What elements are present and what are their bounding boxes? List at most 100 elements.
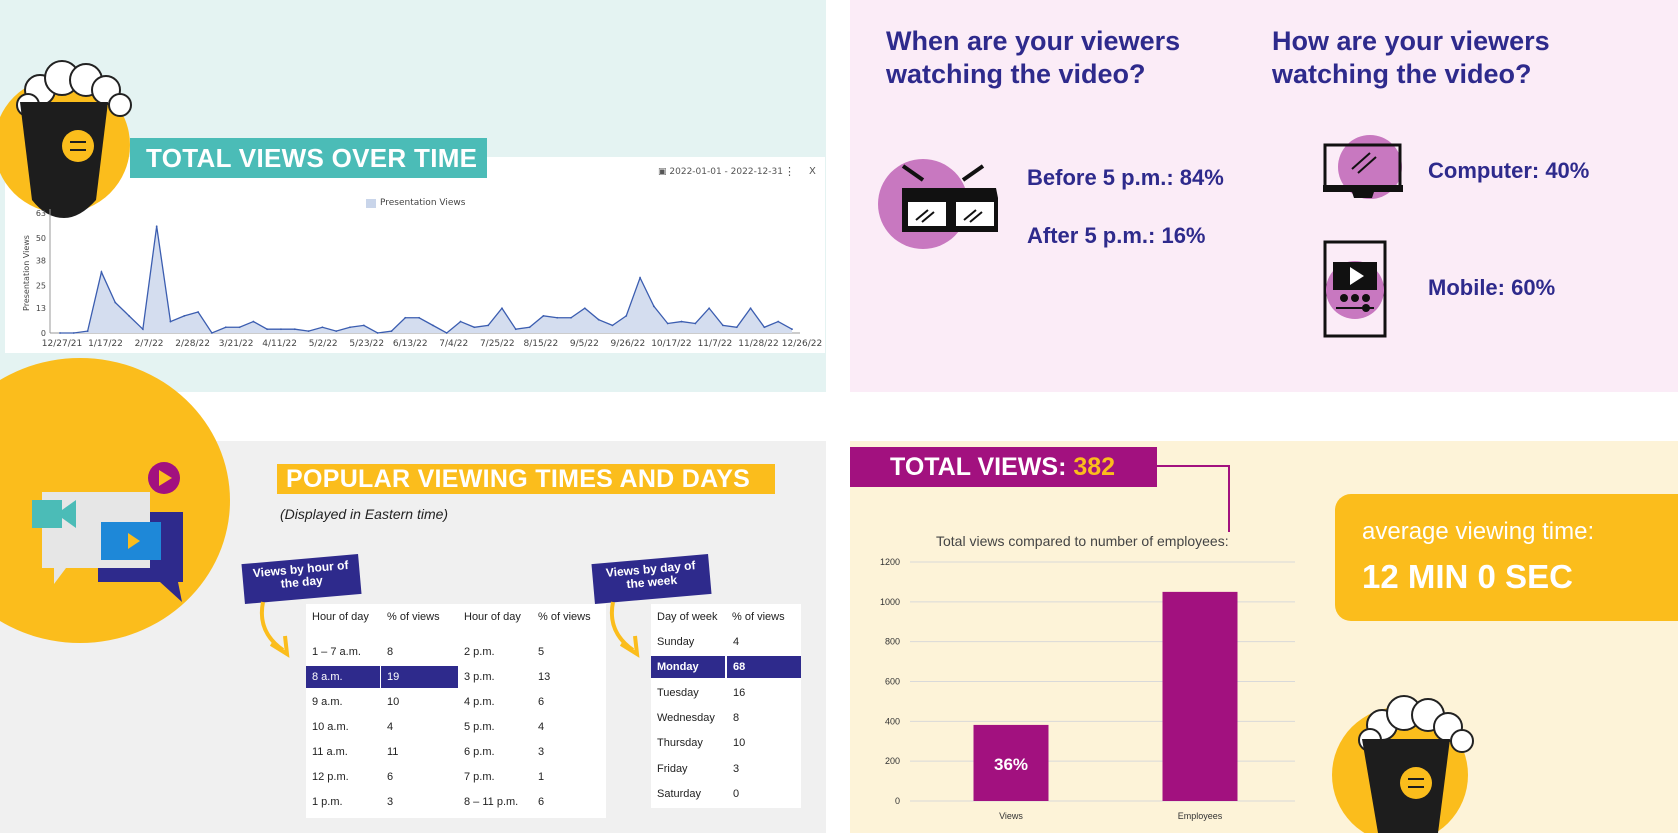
avg-viewing-time-box	[1335, 494, 1678, 621]
data-point	[583, 307, 586, 310]
total-views-banner: TOTAL VIEWS: 382	[850, 447, 1157, 487]
data-point	[72, 332, 75, 334]
data-point	[542, 314, 545, 317]
data-point	[473, 326, 476, 329]
data-point	[252, 320, 255, 323]
calendar-icon: ▣	[658, 167, 667, 177]
connector-line	[1157, 465, 1230, 532]
table-cell: 10 a.m.	[312, 721, 349, 733]
data-point	[349, 326, 351, 329]
data-point	[307, 330, 310, 332]
mobile-phone-icon	[1323, 240, 1387, 338]
y-tick-label: 13	[36, 304, 46, 313]
after-5pm-stat: After 5 p.m.: 16%	[1027, 223, 1206, 248]
table-cell: 10	[733, 737, 746, 750]
table-cell: 6	[387, 771, 394, 783]
hour-of-day-table: Hour of day % of views Hour of day % of vie…	[306, 604, 606, 818]
how-question-heading: How are your viewers watching the video?	[1272, 26, 1550, 89]
table-cell: Hour of day	[312, 611, 369, 623]
y-tick-label: 600	[885, 677, 900, 687]
timezone-note: (Displayed in Eastern time)	[280, 506, 449, 522]
popcorn-icon	[1332, 695, 1474, 833]
table-cell: 3 p.m.	[464, 671, 495, 683]
data-point	[169, 320, 172, 323]
y-tick-label: 25	[36, 281, 46, 290]
table-cell: 4	[538, 721, 545, 733]
day-of-week-table: Day of week % of views Sunday 4 Monday 68 Tues…	[651, 604, 801, 808]
presentation-views-line-chart: 0 13 25 38 50 63 Presentation Views 12/27/21 1/1…	[22, 209, 822, 349]
data-point	[625, 314, 628, 317]
bar-data-label: 36%	[994, 755, 1028, 774]
table-cell: Hour of day	[464, 611, 521, 623]
table-cell: Tuesday	[657, 686, 699, 699]
table-cell: 3	[538, 746, 545, 758]
table-cell: 4 p.m.	[464, 696, 495, 708]
close-icon[interactable]: X	[809, 166, 816, 177]
table-cell: 4	[733, 636, 740, 648]
x-tick-label: 7/4/22	[439, 339, 468, 349]
mobile-stat: Mobile: 60%	[1428, 275, 1556, 300]
total-views-value: 382	[1073, 453, 1116, 481]
table-cell: 10	[387, 696, 400, 708]
table-cell: 1	[538, 771, 545, 783]
table-cell: 8 a.m.	[306, 666, 380, 688]
table-cell: 19	[381, 666, 458, 688]
data-point	[224, 326, 227, 329]
popcorn-icon	[0, 60, 132, 218]
data-point	[680, 320, 683, 323]
table-cell: 5 p.m.	[464, 721, 495, 733]
data-point	[155, 225, 158, 228]
x-tick-label: Views	[999, 811, 1023, 821]
bar	[973, 724, 1049, 801]
data-point	[639, 276, 641, 279]
x-tick-label: 9/26/22	[611, 339, 646, 349]
legend-swatch	[366, 198, 376, 208]
table-cell: % of views	[732, 611, 785, 623]
data-point	[183, 314, 186, 317]
data-point	[404, 316, 407, 319]
table-cell: % of views	[387, 611, 440, 623]
y-tick-label: 800	[885, 637, 900, 647]
date-range-text: 2022-01-01 - 2022-12-31	[669, 167, 783, 177]
data-point	[100, 271, 103, 273]
data-point	[708, 307, 711, 310]
more-options-icon[interactable]: ⋮	[784, 166, 795, 178]
data-point	[432, 324, 434, 327]
data-point	[694, 322, 697, 325]
table-cell: 9 a.m.	[312, 696, 343, 708]
table-cell: 16	[733, 686, 746, 699]
table-cell: 68	[727, 656, 801, 679]
bar	[1162, 591, 1238, 801]
data-point	[735, 326, 738, 329]
table-cell: Monday	[651, 656, 725, 679]
data-point	[528, 326, 531, 329]
table-cell: 11	[387, 746, 399, 758]
data-point	[335, 330, 338, 332]
y-tick-label: 0	[41, 329, 46, 338]
date-range-picker[interactable]: ▣ 2022-01-01 - 2022-12-31	[658, 167, 783, 177]
data-point	[791, 328, 793, 331]
data-point	[390, 330, 393, 332]
data-point	[86, 330, 89, 332]
x-tick-label: 1/17/22	[88, 339, 123, 349]
x-tick-label: Employees	[1178, 811, 1223, 821]
data-point	[280, 328, 282, 331]
computer-stat: Computer: 40%	[1428, 158, 1590, 183]
data-point	[749, 307, 752, 310]
data-point	[362, 324, 365, 327]
table-cell: 3	[733, 762, 740, 775]
avg-viewing-time-label: average viewing time:	[1362, 518, 1595, 545]
table-cell: 1 p.m.	[312, 796, 343, 808]
series-line	[60, 226, 793, 334]
data-point	[487, 324, 490, 327]
x-tick-label: 6/13/22	[393, 339, 428, 349]
table-cell: 6	[538, 796, 545, 808]
table-cell: 2 p.m.	[464, 646, 495, 658]
data-point	[652, 305, 655, 308]
data-point	[597, 318, 600, 321]
data-point	[666, 322, 669, 325]
table-cell: Wednesday	[657, 711, 715, 724]
table-cell: 6 p.m.	[464, 746, 495, 758]
table-cell: 12 p.m.	[312, 771, 349, 783]
data-point	[321, 326, 324, 329]
